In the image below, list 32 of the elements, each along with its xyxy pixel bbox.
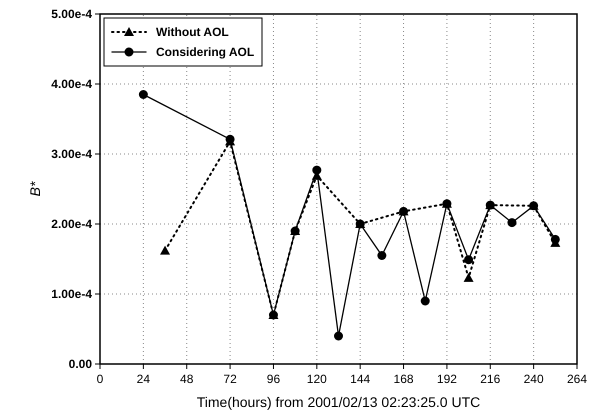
x-tick-label: 72 xyxy=(223,372,238,386)
x-axis-title: Time(hours) from 2001/02/13 02:23:25.0 UTC xyxy=(196,394,480,410)
point xyxy=(507,218,516,228)
point xyxy=(464,255,474,264)
point xyxy=(464,272,474,282)
x-tick-label: 216 xyxy=(480,372,501,386)
x-tick-label: 144 xyxy=(350,372,371,386)
point xyxy=(312,166,322,175)
legend-label: Without AOL xyxy=(156,25,229,39)
y-tick-label: 3.00e-4 xyxy=(51,147,92,161)
point xyxy=(420,296,430,306)
y-tick-label: 0.00 xyxy=(68,357,92,371)
y-tick-label: 5.00e-4 xyxy=(51,7,92,21)
x-tick-label: 168 xyxy=(394,372,414,386)
point xyxy=(160,246,170,255)
point xyxy=(138,90,148,99)
x-tick-label: 24 xyxy=(136,372,150,386)
x-tick-label: 240 xyxy=(524,372,544,386)
y-tick-label: 4.00e-4 xyxy=(51,77,92,91)
legend-label: Considering AOL xyxy=(156,45,254,59)
x-tick-label: 192 xyxy=(436,372,458,386)
x-tick-label: 96 xyxy=(266,372,280,386)
y-tick-label: 2.00e-4 xyxy=(51,217,92,231)
point xyxy=(334,332,343,340)
x-tick-label: 120 xyxy=(306,372,328,386)
point xyxy=(550,234,560,244)
y-tick-label: 1.00e-4 xyxy=(51,287,92,301)
x-tick-label: 0 xyxy=(96,372,104,386)
x-tick-label: 264 xyxy=(566,372,588,386)
point xyxy=(377,251,386,260)
y-axis-title: B* xyxy=(27,181,43,196)
x-tick-label: 48 xyxy=(180,372,194,386)
